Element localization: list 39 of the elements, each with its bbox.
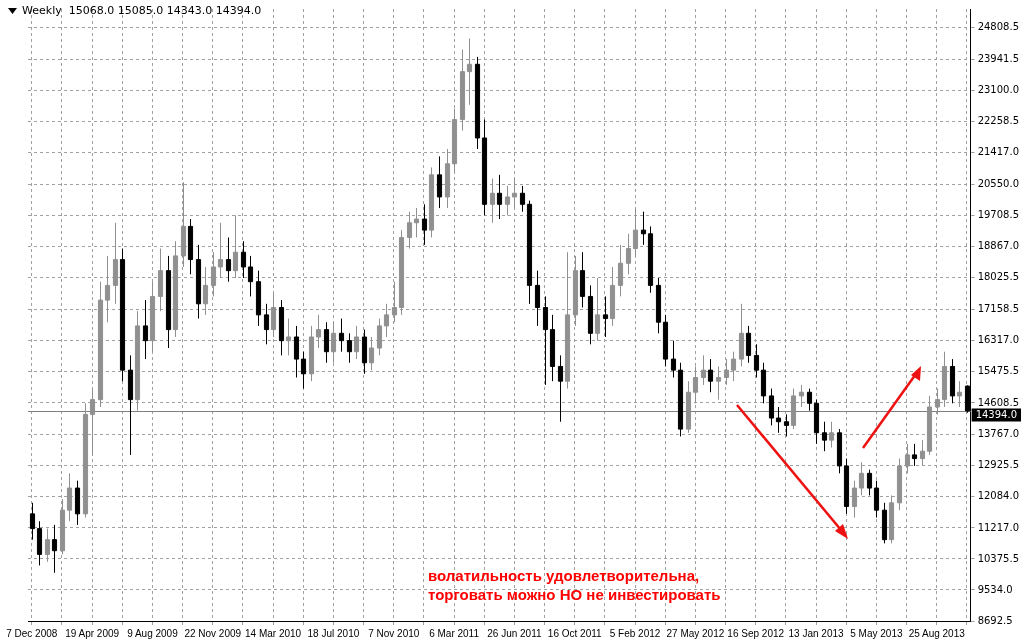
x-tick-label: 7 Dec 2008: [6, 627, 58, 639]
annotation: волатильность удовлетворительна, торговать можно НО не инвестировать: [428, 566, 721, 604]
x-tick-label: 22 Nov 2009: [184, 627, 242, 639]
y-tick-label: 15475.5: [977, 364, 1020, 376]
x-tick-label: 5 May 2013: [850, 627, 903, 639]
x-tick-label: 25 Aug 2013: [908, 627, 966, 639]
x-tick-label: 16 Oct 2011: [547, 627, 603, 639]
y-tick-label: 23941.5: [977, 52, 1020, 64]
y-tick-label: 19708.5: [977, 208, 1020, 220]
x-tick-label: 16 Sep 2012: [727, 627, 785, 639]
y-tick-label: 10375.5: [977, 552, 1020, 564]
y-tick-label: 18867.0: [977, 239, 1020, 251]
y-tick-label: 20550.0: [977, 177, 1020, 189]
y-tick-label: 24808.5: [977, 20, 1020, 32]
x-tick-label: 5 Feb 2012: [609, 627, 661, 639]
chart-title: Weekly 15068.0 15085.0 14343.0 14394.0: [22, 4, 262, 17]
x-tick-label: 9 Aug 2009: [127, 627, 179, 639]
y-tick-label: 12925.5: [977, 458, 1020, 470]
y-tick-label: 17158.5: [977, 302, 1020, 314]
x-tick-label: 18 Jul 2010: [307, 627, 360, 639]
x-tick-label: 27 May 2012: [666, 627, 725, 639]
y-tick-label: 16317.0: [977, 333, 1020, 345]
y-tick-label: 23100.0: [977, 83, 1020, 95]
y-tick-label: 21417.0: [977, 145, 1020, 157]
y-tick-label: 9534.0: [977, 583, 1013, 595]
x-tick-label: 7 Nov 2010: [368, 627, 420, 639]
x-tick-label: 14 Mar 2010: [245, 627, 302, 639]
y-tick-label: 18025.5: [977, 270, 1020, 282]
y-tick-label: 22258.5: [977, 114, 1020, 126]
y-tick-label: 14608.5: [977, 396, 1020, 408]
y-tick-label: 13767.0: [977, 427, 1020, 439]
y-tick-label: 11217.0: [977, 521, 1020, 533]
ref-line-label: 14394.0: [975, 408, 1018, 420]
x-tick-label: 19 Apr 2009: [65, 627, 120, 639]
x-tick-label: 13 Jan 2013: [788, 627, 845, 639]
y-tick-label: 8692.5: [977, 614, 1013, 626]
x-tick-label: 6 Mar 2011: [429, 627, 480, 639]
x-tick-label: 26 Jun 2011: [487, 627, 542, 639]
y-tick-label: 12084.0: [977, 489, 1020, 501]
